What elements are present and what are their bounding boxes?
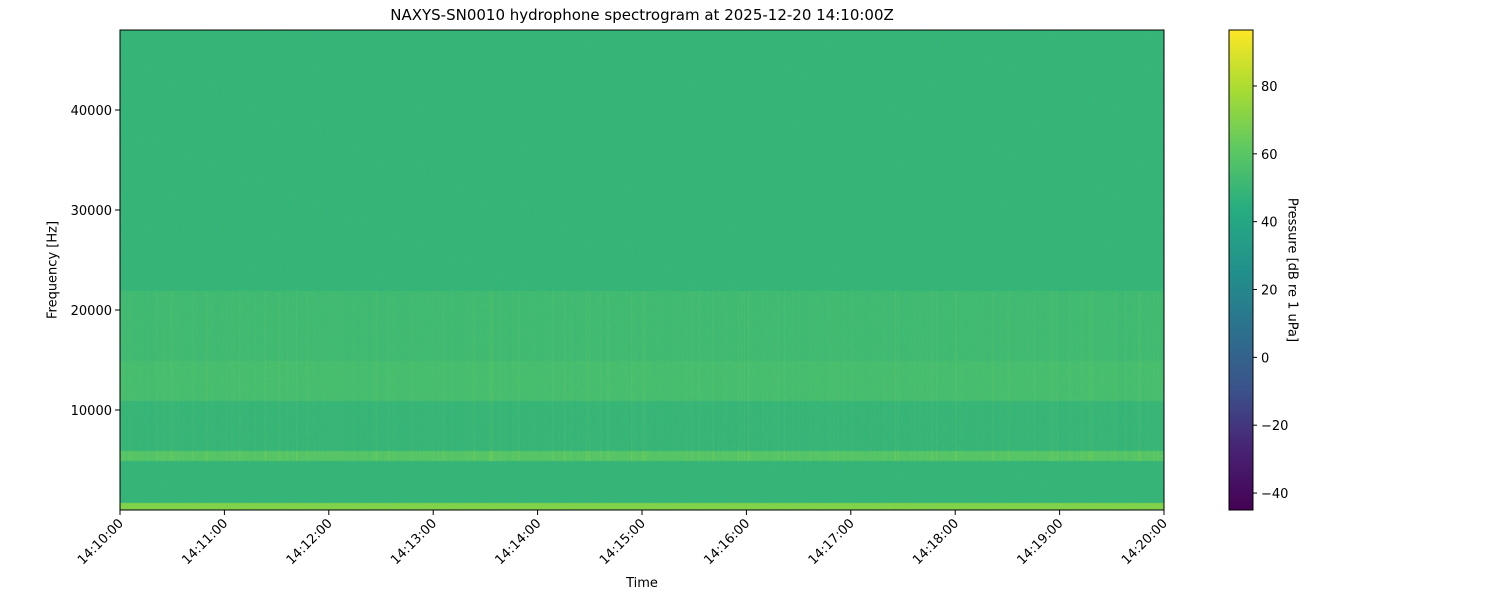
colorbar-tick-label: 40 [1261,216,1278,231]
colorbar-tick-label: 80 [1261,80,1278,95]
x-tick-label: 14:14:00 [493,516,545,568]
x-tick-label: 14:20:00 [1119,516,1171,568]
x-tick-label: 14:16:00 [701,516,753,568]
colorbar [1229,30,1253,510]
colorbar-frame [1228,29,1254,511]
x-tick-label: 14:17:00 [806,516,858,568]
x-tick-label: 14:18:00 [910,516,962,568]
x-tick-label: 14:13:00 [388,516,440,568]
chart-title: NAXYS-SN0010 hydrophone spectrogram at 2… [390,6,894,24]
x-tick-label: 14:15:00 [597,516,649,568]
y-axis-label: Frequency [Hz] [45,220,61,320]
x-tick-label: 14:11:00 [179,516,231,568]
colorbar-label: Pressure [dB re 1 uPa] [1284,197,1300,343]
spectrogram-heatmap [120,30,1164,510]
colorbar-tick-label: 60 [1261,148,1278,163]
x-tick-label: 14:10:00 [75,516,127,568]
x-tick-label: 14:12:00 [284,516,336,568]
colorbar-tick-label: 0 [1261,351,1269,366]
y-tick-label: 40000 [71,104,112,119]
y-tick-label: 30000 [71,204,112,219]
colorbar-tick-label: −20 [1261,419,1288,434]
y-tick-label: 10000 [71,404,112,419]
y-tick-label: 20000 [71,304,112,319]
colorbar-tick-label: 20 [1261,284,1278,299]
x-axis-label: Time [626,576,658,591]
colorbar-tick-label: −40 [1261,487,1288,502]
x-tick-label: 14:19:00 [1015,516,1067,568]
plot-frame [119,29,1165,511]
